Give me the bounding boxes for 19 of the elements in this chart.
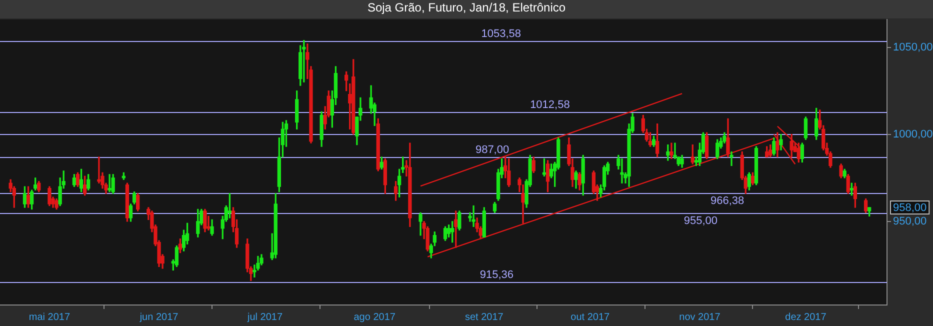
ref-line-label: 955,00 [684, 215, 718, 228]
ref-line-label: 1012,58 [530, 99, 570, 112]
ref-line-label: 966,38 [710, 195, 744, 208]
ref-line-label: 1053,58 [481, 28, 522, 40]
x-tick-label: dez 2017 [785, 312, 827, 323]
y-tick-label: 1050,00 [893, 41, 933, 54]
x-tick-label: out 2017 [570, 312, 610, 323]
x-tick-label: set 2017 [464, 312, 504, 323]
y-tick-label: 950,00 [893, 215, 927, 228]
x-tick-label: mai 2017 [28, 312, 70, 323]
ref-line-label: 915,36 [480, 269, 514, 282]
y-tick-label: 1000,00 [893, 128, 933, 140]
x-tick-label: jun 2017 [138, 312, 179, 323]
ref-line-label: 987,00 [475, 144, 510, 156]
x-tick-label: ago 2017 [354, 312, 396, 323]
chart-title: Soja Grão, Futuro, Jan/18, Eletrônico [367, 0, 566, 15]
x-tick-label: nov 2017 [679, 312, 721, 323]
x-tick-label: jul 2017 [246, 312, 283, 323]
annotation: 958,00 [893, 202, 927, 214]
